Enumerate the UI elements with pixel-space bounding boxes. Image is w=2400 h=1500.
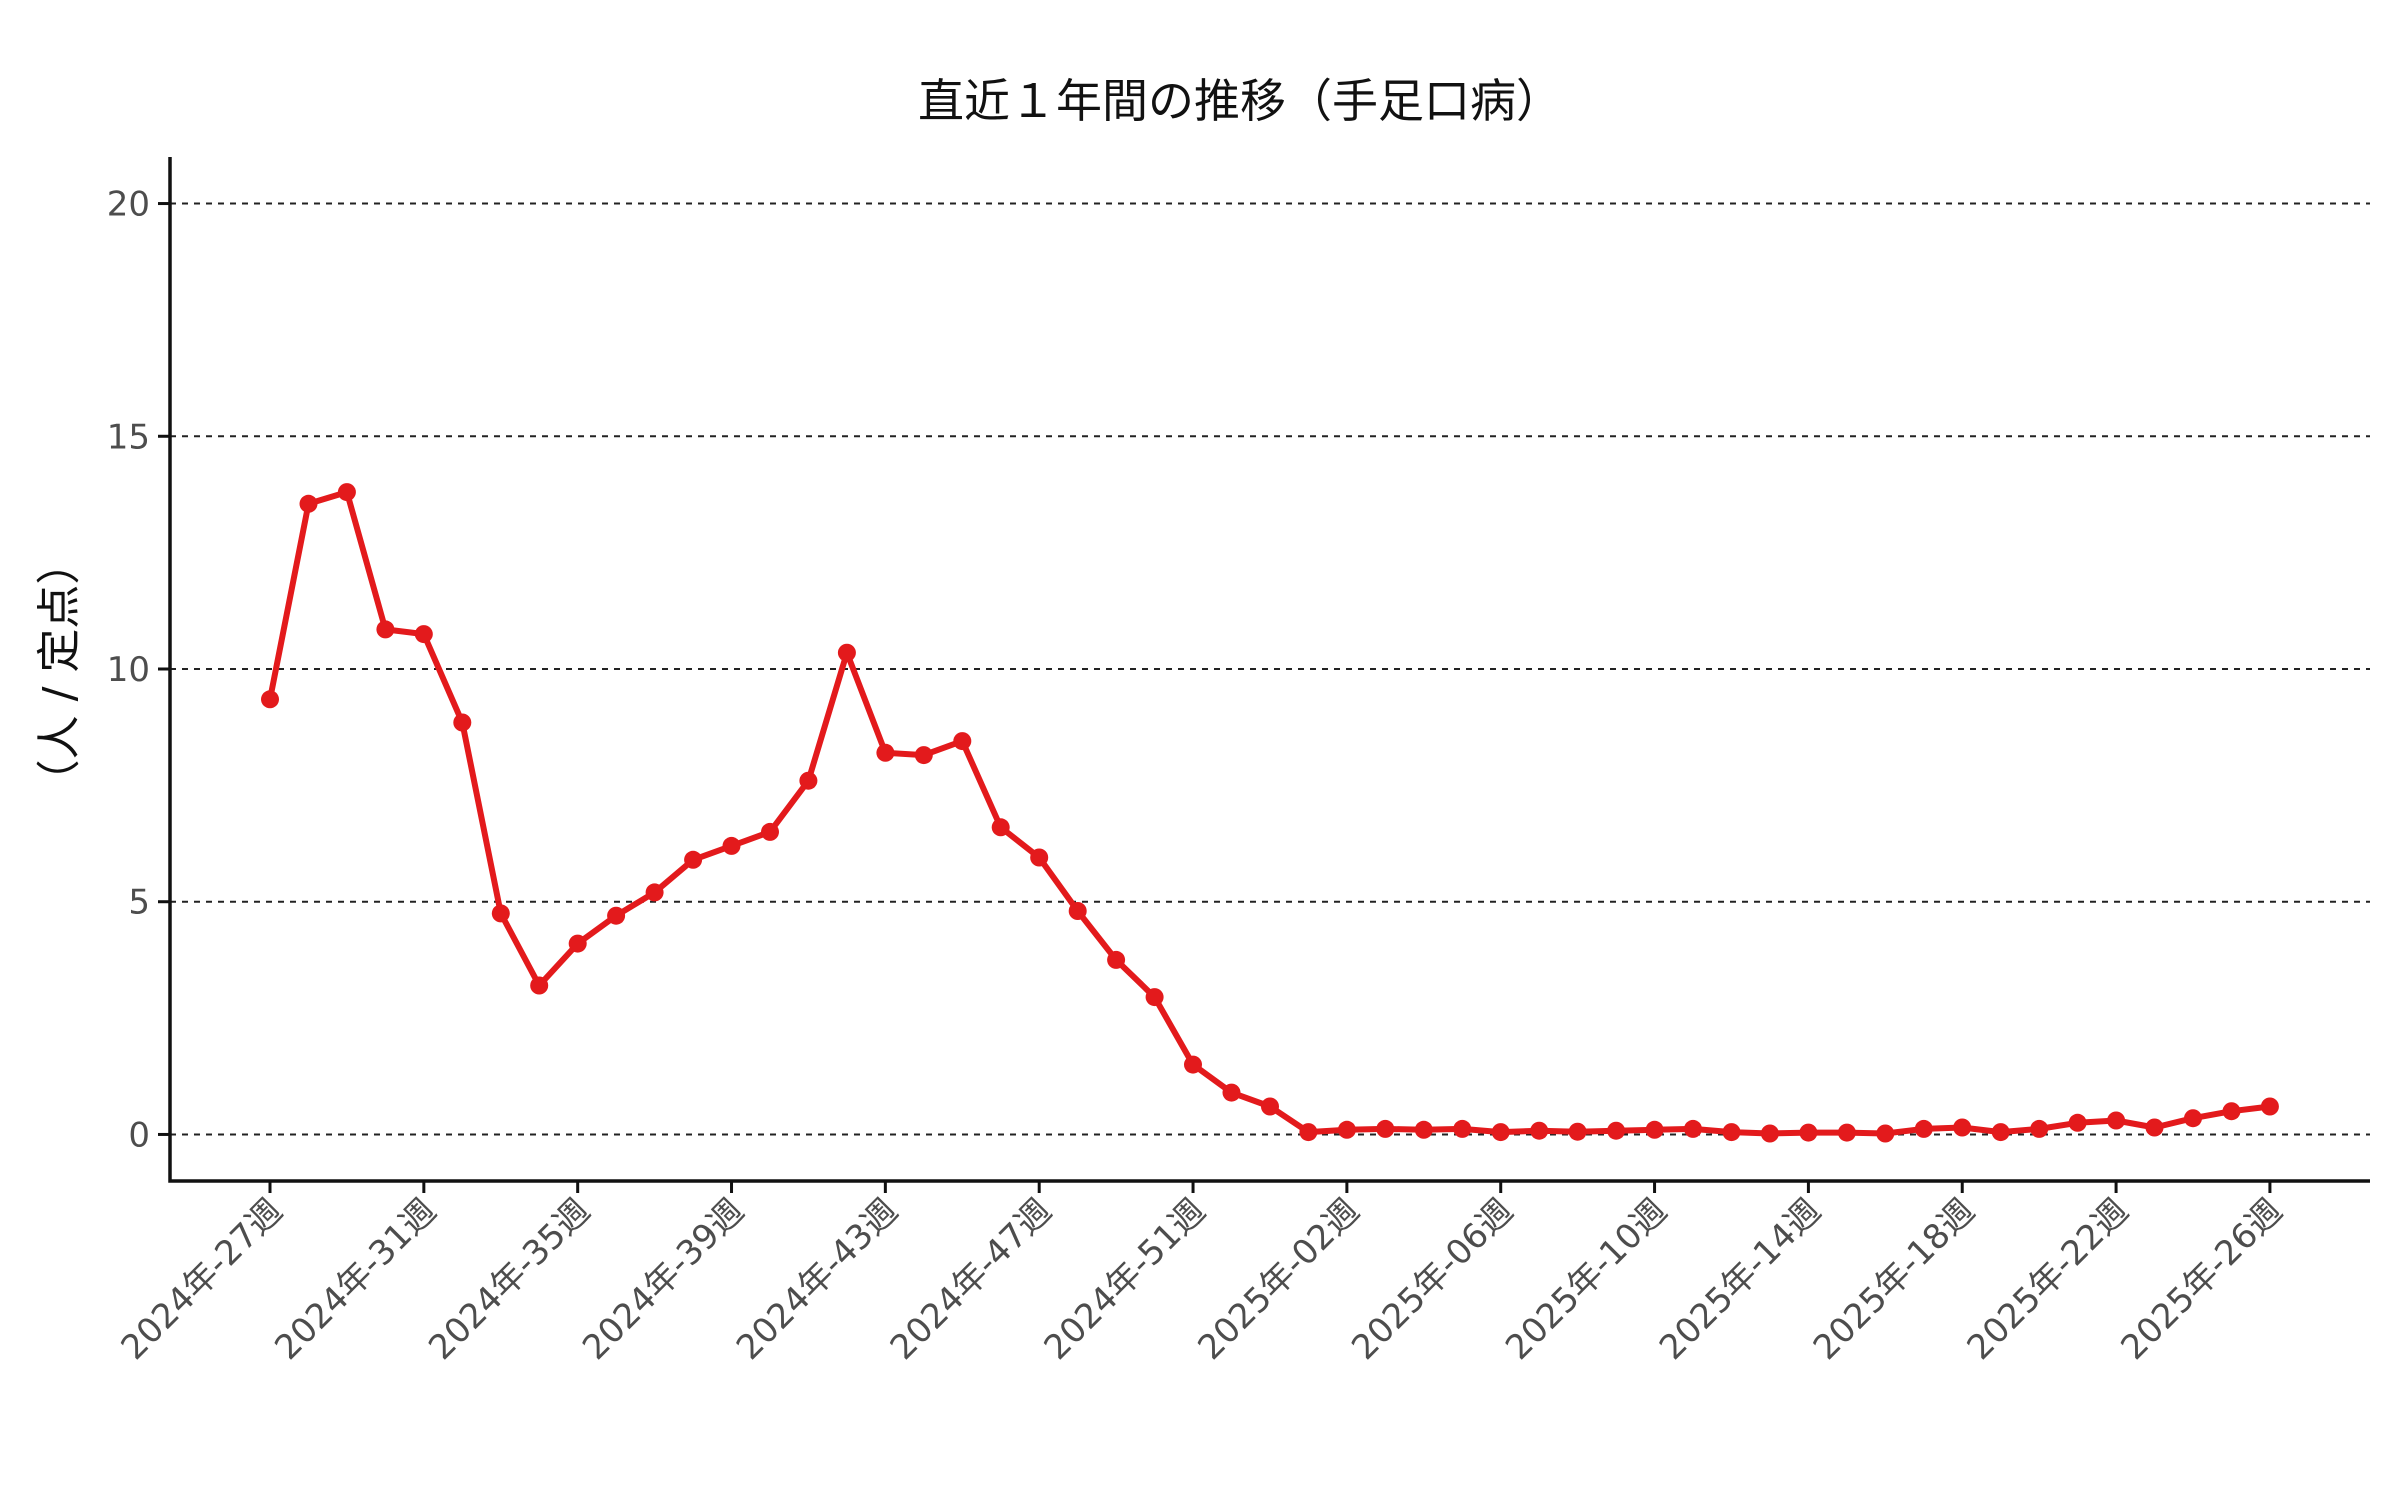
data-point xyxy=(1222,1083,1241,1102)
data-point xyxy=(914,746,933,765)
data-point xyxy=(1953,1118,1972,1137)
data-point xyxy=(2184,1109,2202,1128)
x-tick-label: 2024年-27週 xyxy=(114,1191,291,1368)
data-point xyxy=(876,743,895,762)
data-point xyxy=(299,494,318,513)
data-point xyxy=(837,643,856,662)
y-tick-label: 20 xyxy=(107,185,150,225)
data-point xyxy=(722,836,741,855)
data-point xyxy=(2260,1097,2279,1116)
y-tick-label: 15 xyxy=(107,417,150,457)
x-tick-label: 2025年-26週 xyxy=(2113,1191,2290,1368)
data-point xyxy=(568,934,587,953)
data-point xyxy=(530,976,549,995)
x-tick-label: 2024年-31週 xyxy=(267,1191,444,1368)
axes xyxy=(168,157,2370,1183)
y-tick-label: 5 xyxy=(128,883,150,923)
data-point xyxy=(1491,1123,1510,1142)
data-point xyxy=(1799,1123,1818,1142)
data-point xyxy=(1607,1121,1626,1140)
data-point xyxy=(337,483,356,502)
y-tick-label: 0 xyxy=(128,1115,150,1155)
data-point xyxy=(1261,1097,1279,1116)
data-point xyxy=(2222,1102,2241,1121)
data-point xyxy=(991,818,1010,837)
chart-title: 直近１年間の推移（手足口病） xyxy=(918,74,1562,128)
data-point xyxy=(2145,1118,2164,1137)
series-line xyxy=(267,489,2273,1137)
data-point xyxy=(491,904,510,923)
data-point xyxy=(645,883,664,902)
data-point xyxy=(414,625,433,644)
gridlines xyxy=(170,202,2370,1136)
data-point xyxy=(1068,902,1087,920)
axis-lines xyxy=(168,157,2370,1183)
data-point xyxy=(1837,1123,1856,1142)
data-point xyxy=(761,822,779,841)
data-point xyxy=(684,850,703,869)
x-tick-label: 2024年-47週 xyxy=(883,1191,1060,1368)
data-point xyxy=(453,713,472,732)
data-point xyxy=(1530,1121,1549,1140)
data-point xyxy=(1414,1120,1433,1139)
x-tick-label: 2024年-43週 xyxy=(729,1191,906,1368)
data-point xyxy=(1145,988,1164,1007)
x-axis-ticks: 2024年-27週2024年-31週2024年-35週2024年-39週2024… xyxy=(114,1181,2290,1368)
data-point xyxy=(1760,1124,1779,1143)
data-point xyxy=(1876,1124,1895,1143)
data-point xyxy=(1914,1119,1933,1138)
data-point xyxy=(1337,1120,1356,1139)
x-tick-label: 2025年-22週 xyxy=(1960,1191,2137,1368)
x-tick-label: 2024年-51週 xyxy=(1037,1191,1214,1368)
data-point xyxy=(1030,848,1049,867)
series-group xyxy=(261,483,2279,1143)
data-point xyxy=(1645,1120,1664,1139)
y-axis-ticks: 0 5 10 15 20 xyxy=(107,185,170,1155)
data-point xyxy=(1568,1122,1587,1141)
data-point xyxy=(1299,1123,1318,1142)
data-point xyxy=(953,732,972,751)
data-point xyxy=(376,620,395,639)
x-tick-label: 2025年-10週 xyxy=(1498,1191,1675,1368)
x-tick-label: 2025年-14週 xyxy=(1652,1191,1829,1368)
x-tick-label: 2025年-06週 xyxy=(1344,1191,1521,1368)
data-point xyxy=(607,906,626,925)
data-point xyxy=(2030,1119,2049,1138)
x-tick-label: 2024年-35週 xyxy=(421,1191,598,1368)
y-tick-label: 10 xyxy=(107,650,150,690)
x-tick-label: 2024年-39週 xyxy=(575,1191,752,1368)
data-point xyxy=(1684,1119,1702,1138)
data-point xyxy=(261,690,279,709)
data-point xyxy=(2107,1111,2126,1130)
data-point xyxy=(1991,1123,2010,1142)
y-axis-label: （人 / 定点） xyxy=(34,541,85,804)
data-point xyxy=(1453,1119,1472,1138)
data-point xyxy=(1107,950,1126,969)
x-tick-label: 2025年-02週 xyxy=(1190,1191,1367,1368)
data-point xyxy=(1722,1123,1741,1142)
data-point xyxy=(1376,1119,1395,1138)
data-point xyxy=(1184,1055,1202,1074)
data-point xyxy=(799,771,818,790)
data-point xyxy=(2068,1113,2087,1132)
x-tick-label: 2025年-18週 xyxy=(1806,1191,1983,1368)
